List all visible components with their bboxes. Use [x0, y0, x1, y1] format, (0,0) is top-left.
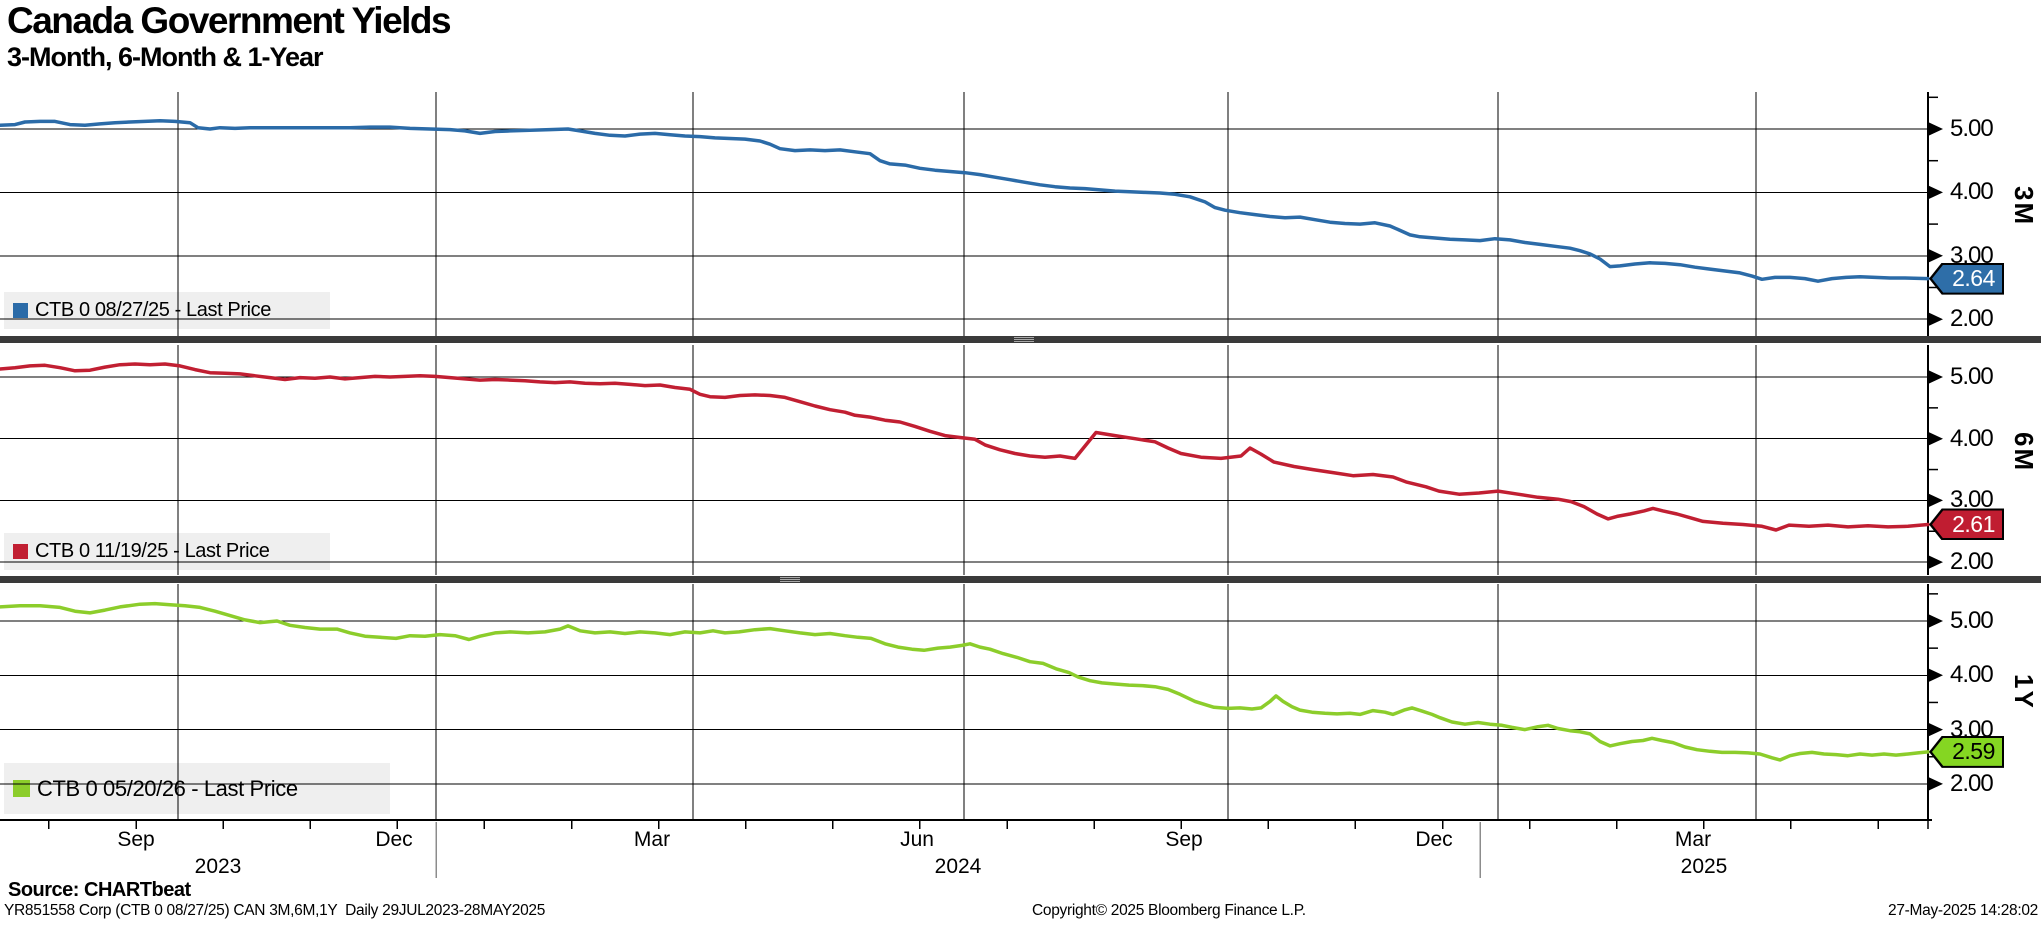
y-tick-label: 5.00 [1950, 115, 1994, 142]
panel-splitter[interactable] [0, 576, 2041, 583]
panel-axis-label-6m: 6M [2009, 432, 2039, 473]
page-title: Canada Government Yields [7, 0, 452, 41]
x-tick-label: Dec [1415, 828, 1453, 851]
x-tick-label: Jun [900, 828, 934, 851]
badge-fill [1932, 264, 2002, 293]
panel-axis-label-1y: 1Y [2009, 674, 2039, 710]
last-price-badge-6m: 2.61 [1929, 508, 2004, 541]
x-tick-label: Mar [1674, 828, 1712, 851]
legend-1y-swatch-icon [13, 780, 30, 797]
x-tick-label: Mar [633, 828, 671, 851]
y-tick-label: 3.00 [1950, 715, 1994, 743]
last-price-1y: 2.59 [1952, 738, 1995, 765]
y-tick-label: 5.00 [1950, 363, 1994, 390]
legend-3m-label: CTB 0 08/27/25 - Last Price [35, 299, 271, 321]
x-tick-label: Sep [117, 828, 155, 851]
badge-fill [1932, 737, 2002, 766]
y-tick-label: 2.00 [1950, 769, 1994, 797]
badge-fill [1932, 510, 2002, 539]
splitter-grip-icon [1014, 337, 1034, 342]
panel-splitter[interactable] [0, 336, 2041, 343]
last-price-3m: 2.64 [1952, 265, 1995, 292]
timestamp: 27-May-2025 14:28:02 [1888, 902, 2038, 919]
y-tick-label: 3.00 [1950, 486, 1994, 514]
ticker-info: YR851558 Corp (CTB 0 08/27/25) CAN 3M,6M… [4, 902, 546, 919]
legend-3m-swatch-icon [13, 303, 28, 318]
y-tick-label: 3.00 [1950, 241, 1994, 269]
source-note: Source: CHARTbeat [8, 879, 191, 901]
legend-6m-label: CTB 0 11/19/25 - Last Price [35, 540, 270, 562]
last-price-badge-3m: 2.64 [1929, 262, 2004, 295]
legend-6m-swatch-icon [13, 544, 28, 559]
y-tick-label: 4.00 [1950, 178, 1994, 206]
y-tick-label: 4.00 [1950, 661, 1994, 689]
panel-axis-label-3m: 3M [2009, 186, 2039, 227]
y-tick-label: 4.00 [1950, 424, 1994, 452]
legend-3m[interactable]: CTB 0 08/27/25 - Last Price [4, 292, 330, 329]
x-tick-label: Dec [375, 828, 413, 851]
last-price-6m: 2.61 [1952, 510, 1995, 537]
legend-1y[interactable]: CTB 0 05/20/26 - Last Price [4, 763, 390, 814]
y-tick-label: 2.00 [1950, 548, 1994, 576]
copyright-note: Copyright© 2025 Bloomberg Finance L.P. [1032, 902, 1306, 919]
legend-6m[interactable]: CTB 0 11/19/25 - Last Price [4, 533, 330, 570]
y-tick-label: 2.00 [1950, 305, 1994, 333]
year-label: 2023 [194, 855, 242, 878]
y-tick-label: 5.00 [1950, 607, 1994, 634]
legend-1y-label: CTB 0 05/20/26 - Last Price [37, 775, 298, 801]
splitter-grip-icon [780, 577, 800, 582]
page-subtitle: 3-Month, 6-Month & 1-Year [7, 42, 324, 72]
last-price-badge-1y: 2.59 [1929, 735, 2004, 768]
x-tick-label: Sep [1165, 828, 1203, 851]
year-label: 2024 [934, 855, 982, 878]
year-label: 2025 [1680, 855, 1728, 878]
